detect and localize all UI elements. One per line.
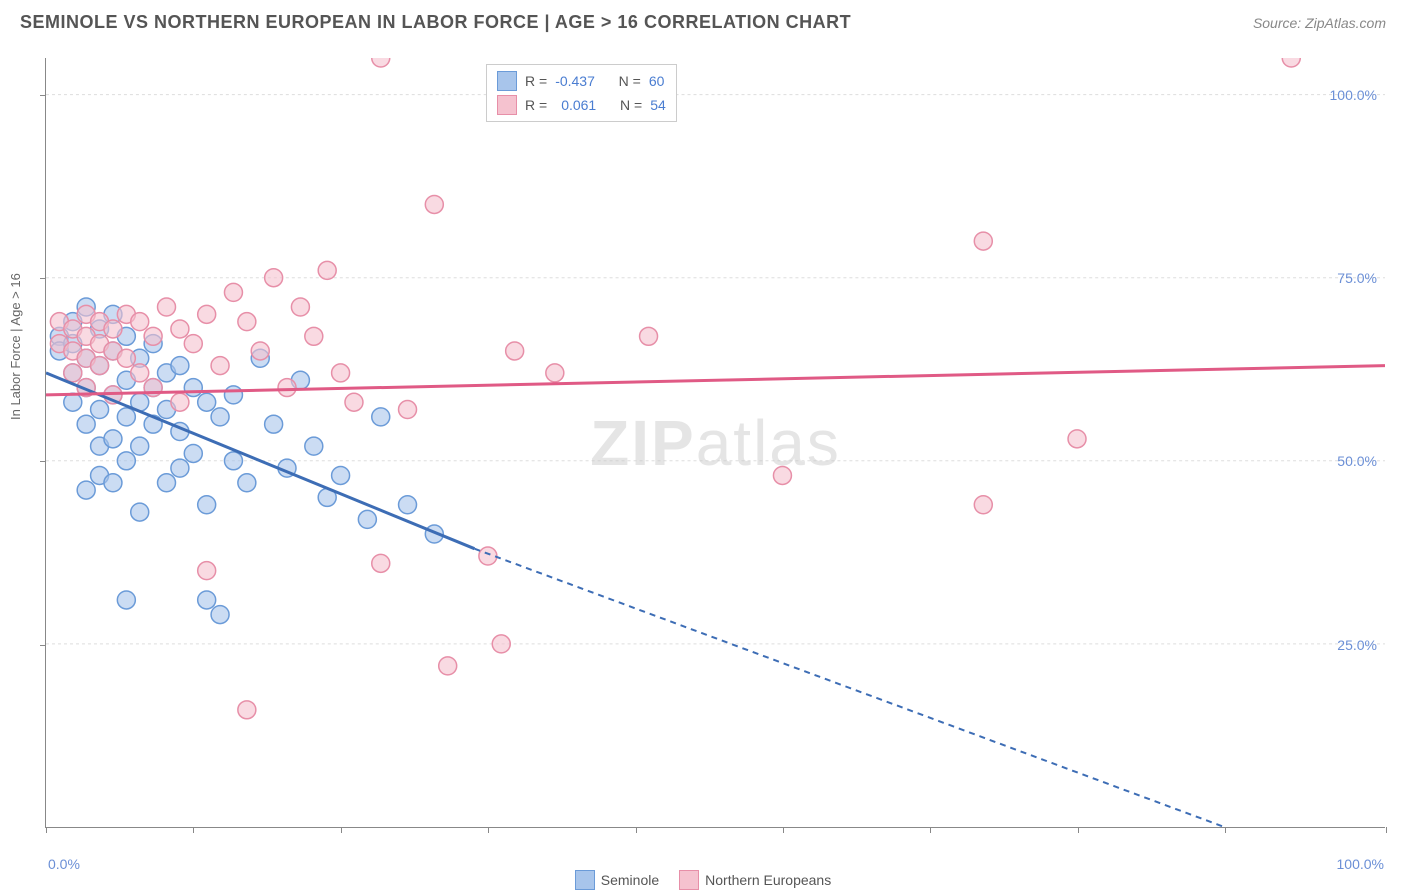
legend-row-northern: R = 0.061 N = 54 xyxy=(497,93,666,117)
swatch-seminole xyxy=(497,71,517,91)
swatch-seminole-b xyxy=(575,870,595,890)
legend-item-seminole: Seminole xyxy=(575,870,659,890)
legend-row-seminole: R = -0.437 N = 60 xyxy=(497,69,666,93)
chart-area: ZIPatlas R = -0.437 N = 60 R = 0.061 N =… xyxy=(45,58,1385,828)
scatter-plot-svg xyxy=(46,58,1385,827)
y-tick-label: 50.0% xyxy=(1337,453,1377,469)
y-tick-label: 100.0% xyxy=(1330,87,1377,103)
swatch-northern xyxy=(497,95,517,115)
y-tick-label: 75.0% xyxy=(1337,270,1377,286)
y-tick-label: 25.0% xyxy=(1337,637,1377,653)
legend-bottom: Seminole Northern Europeans xyxy=(0,870,1406,890)
chart-title: SEMINOLE VS NORTHERN EUROPEAN IN LABOR F… xyxy=(20,12,851,33)
swatch-northern-b xyxy=(679,870,699,890)
correlation-legend: R = -0.437 N = 60 R = 0.061 N = 54 xyxy=(486,64,677,122)
y-axis-label: In Labor Force | Age > 16 xyxy=(8,273,23,420)
source-label: Source: ZipAtlas.com xyxy=(1253,15,1386,31)
legend-item-northern: Northern Europeans xyxy=(679,870,831,890)
